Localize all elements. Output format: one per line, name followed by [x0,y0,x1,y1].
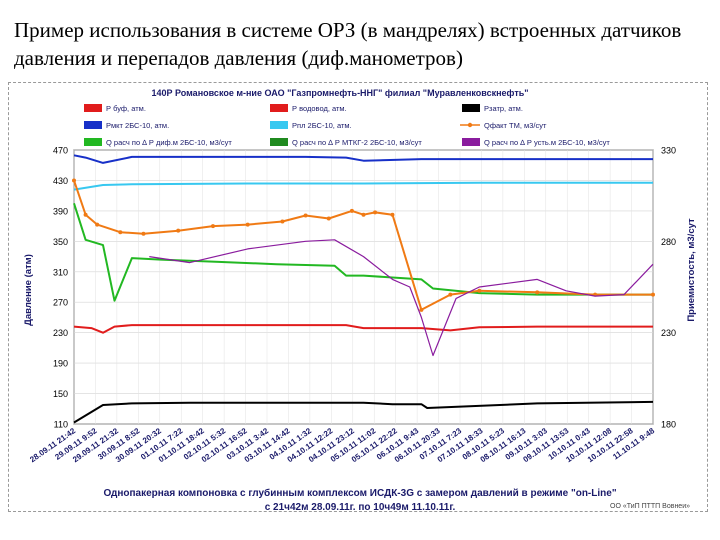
series-point [210,224,215,229]
series-point [448,292,453,297]
legend-label: Рзатр, атм. [484,104,523,113]
chart-frame [8,82,708,512]
y-left-tick-label: 110 [54,420,68,430]
y-right-tick-label: 180 [661,420,676,430]
series-point [141,231,146,236]
plot-area [73,149,654,425]
series-line [149,239,654,357]
series-point [349,208,354,213]
legend-label: Q расч по ∆ Р усть.м 2БС-10, м3/сут [484,138,610,147]
y-right-tick-label: 280 [661,237,676,247]
series-point [83,212,88,217]
series-line [73,154,653,164]
legend-label: Р водовод, атм. [292,104,347,113]
legend-swatch [270,138,288,146]
series-point [72,178,76,183]
legend-swatch [270,121,288,129]
series-line [73,400,654,424]
series-point [477,288,482,293]
y-left-tick-label: 230 [53,328,68,338]
legend-swatch [84,138,102,146]
series-point [651,292,655,297]
legend-label: Рпл 2БС-10, атм. [292,121,352,130]
series-point [419,307,424,312]
legend-swatch [84,121,102,129]
series-point [326,216,331,221]
footer-line-2: с 21ч42м 28.09.11г. по 10ч49м 11.10.11г. [264,502,456,513]
series-point [373,210,378,215]
series-point [361,212,366,217]
series-line [73,181,653,191]
series-line [73,324,653,334]
credit-text: ОО «ТиП ПТТП Вовнеи» [610,503,690,510]
y-left-tick-label: 390 [53,206,68,216]
legend-swatch [84,104,102,112]
legend-swatch [462,138,480,146]
y-left-tick-label: 350 [53,237,68,247]
footer-line-1: Однопакерная компоновка с глубинным комп… [103,488,617,499]
series-point [245,222,250,227]
legend-label: Р буф, атм. [106,104,146,113]
y-left-tick-label: 430 [53,176,68,186]
series-point [303,213,308,218]
y-right-tick-label: 330 [661,146,676,156]
y-left-tick-label: 470 [53,146,68,156]
y-left-tick-label: 270 [53,298,68,308]
series-line [73,202,653,302]
series-point [535,290,540,295]
chart-title: 140Р Романовское м-ние ОАО "Газпромнефть… [151,88,528,98]
y-left-tick-label: 150 [53,389,68,399]
y-right-axis-title: Приемистость, м3/сут [686,218,697,322]
legend-swatch [462,104,480,112]
legend-label: Рмкт 2БС-10, атм. [106,121,169,130]
legend-swatch-marker [467,122,473,128]
legend-swatch [270,104,288,112]
legend-label: Q расч по ∆ Р диф.м 2БС-10, м3/сут [106,138,232,147]
legend-label: Q расч по ∆ Р МТКГ-2 2БС-10, м3/сут [292,138,422,147]
y-right-tick-label: 230 [661,328,676,338]
series-point [280,219,285,224]
series-point [95,222,100,227]
series-point [390,212,395,217]
series-point [176,228,181,233]
y-left-axis-title: Давление (атм) [23,254,34,326]
slide-title: Пример использования в системе ОРЗ (в ма… [14,18,682,70]
y-left-tick-label: 310 [53,267,68,277]
legend-label: Qфакт ТМ, м3/сут [484,121,547,130]
series-point [118,230,123,235]
y-left-tick-label: 190 [53,359,68,369]
